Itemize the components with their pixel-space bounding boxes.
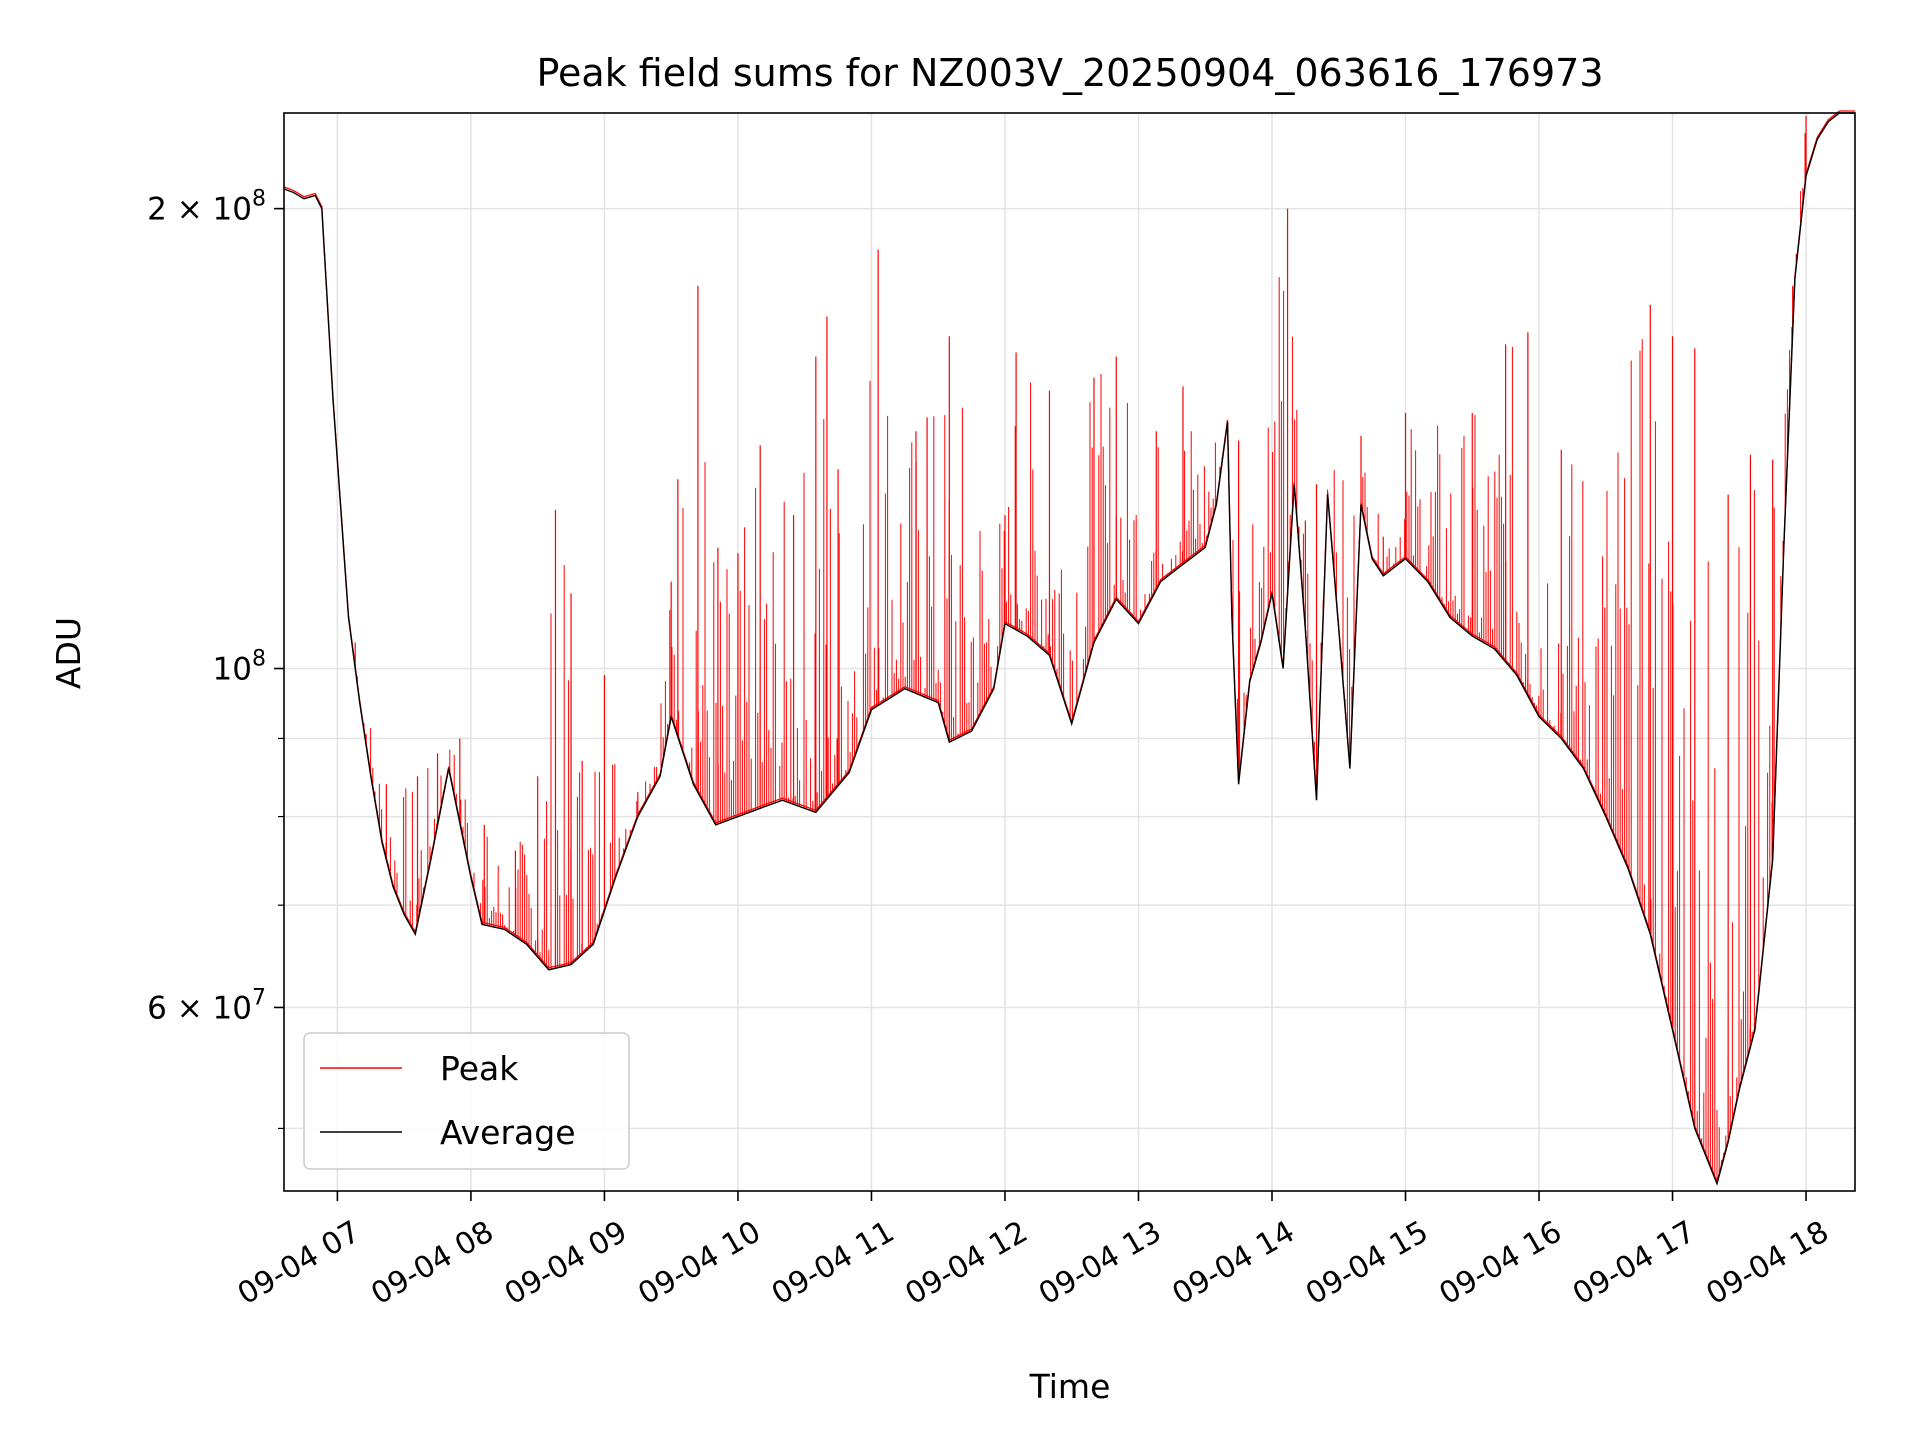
x-axis-label: Time: [1029, 1367, 1111, 1406]
y-tick-label: 2 × 108: [147, 187, 266, 228]
y-tick-label: 108: [213, 647, 266, 688]
y-tick-label: 6 × 107: [147, 985, 266, 1026]
plot-frame: [283, 112, 1856, 1192]
y-axis-ticks: 2 × 108 108 6 × 107: [147, 187, 284, 1130]
peak-spikes: [354, 115, 1807, 1184]
legend-box: [303, 1032, 630, 1170]
legend: Peak Average: [303, 1032, 630, 1170]
series-layer: [283, 110, 1855, 1186]
average-line: [283, 112, 1855, 1186]
chart-title: Peak field sums for NZ003V_20250904_0636…: [536, 51, 1603, 95]
legend-label-peak: Peak: [440, 1049, 519, 1088]
legend-label-average: Average: [440, 1113, 576, 1152]
y-axis-label: ADU: [49, 617, 88, 689]
